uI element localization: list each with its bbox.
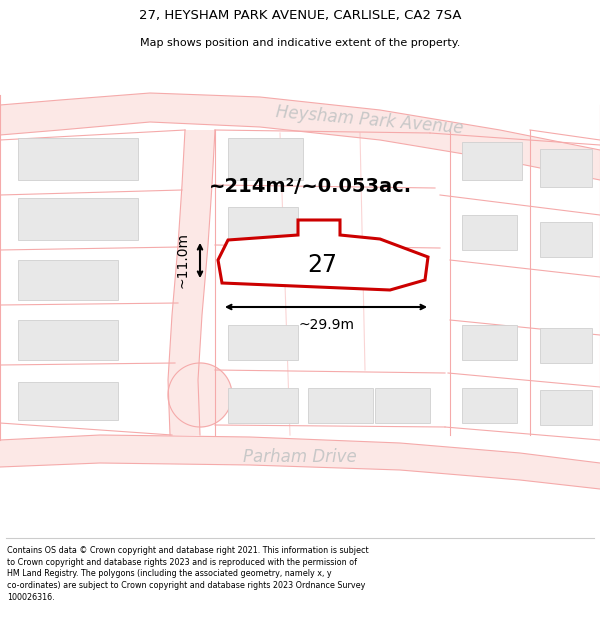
Text: Map shows position and indicative extent of the property.: Map shows position and indicative extent…	[140, 38, 460, 48]
Polygon shape	[168, 363, 232, 427]
Bar	[462, 325, 517, 360]
Bar	[18, 382, 118, 420]
Text: Contains OS data © Crown copyright and database right 2021. This information is : Contains OS data © Crown copyright and d…	[7, 546, 369, 602]
Text: Heysham Park Avenue: Heysham Park Avenue	[275, 103, 464, 137]
Bar	[462, 142, 522, 180]
Polygon shape	[0, 435, 600, 489]
Text: ~29.9m: ~29.9m	[298, 318, 354, 332]
Bar	[18, 260, 118, 300]
Bar	[540, 149, 592, 187]
Text: ~11.0m: ~11.0m	[175, 232, 189, 289]
Bar	[228, 388, 298, 423]
Bar	[228, 138, 303, 180]
Bar	[228, 325, 298, 360]
Bar	[540, 222, 592, 257]
Polygon shape	[218, 220, 428, 290]
Bar	[540, 390, 592, 425]
Text: ~214m²/~0.053ac.: ~214m²/~0.053ac.	[208, 177, 412, 196]
Bar	[228, 207, 298, 247]
Bar	[375, 388, 430, 423]
Polygon shape	[0, 93, 600, 180]
Bar	[462, 388, 517, 423]
Bar	[540, 328, 592, 363]
Bar	[18, 138, 138, 180]
Polygon shape	[168, 130, 215, 435]
Bar	[308, 388, 373, 423]
Text: 27: 27	[307, 253, 337, 277]
Bar	[462, 215, 517, 250]
Bar	[18, 320, 118, 360]
Text: 27, HEYSHAM PARK AVENUE, CARLISLE, CA2 7SA: 27, HEYSHAM PARK AVENUE, CARLISLE, CA2 7…	[139, 9, 461, 22]
Bar	[18, 198, 138, 240]
Text: Parham Drive: Parham Drive	[243, 448, 357, 466]
